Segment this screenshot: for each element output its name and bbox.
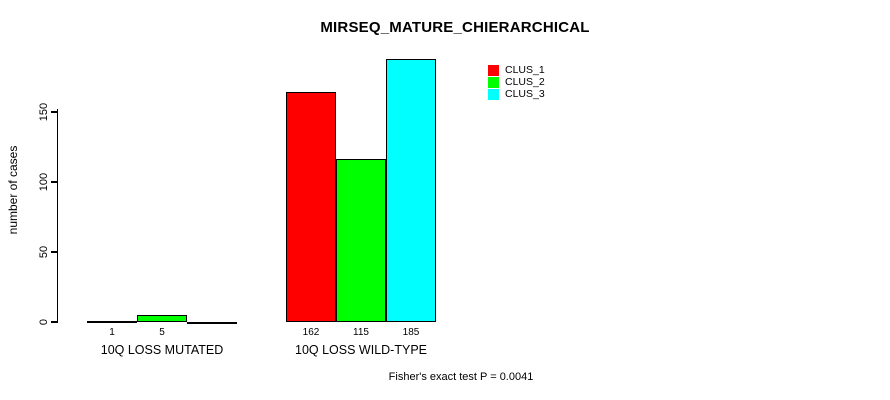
- legend: CLUS_1 CLUS_2 CLUS_3: [488, 64, 545, 100]
- legend-swatch-clus-2-icon: [488, 76, 499, 88]
- fisher-test-annotation: Fisher's exact test P = 0.0041: [388, 371, 534, 383]
- y-tick-label: 150: [38, 102, 50, 122]
- y-tick-mark: [50, 181, 58, 183]
- bar-value-label: 5: [159, 327, 165, 338]
- bar-clus_2-group-1: [137, 314, 187, 322]
- x-group-label: 10Q LOSS MUTATED: [100, 343, 224, 357]
- y-axis-label: number of cases: [6, 145, 20, 235]
- y-tick-label: 0: [38, 318, 50, 326]
- x-group-label: 10Q LOSS WILD-TYPE: [295, 343, 427, 357]
- legend-item-clus-1: CLUS_1: [488, 64, 545, 76]
- legend-label-clus-2: CLUS_2: [505, 76, 545, 88]
- bar-clus_1-group-1: [87, 320, 137, 323]
- legend-item-clus-2: CLUS_2: [488, 76, 545, 88]
- y-axis-line: [56, 109, 58, 323]
- y-tick-mark: [50, 251, 58, 253]
- legend-swatch-clus-3-icon: [488, 88, 499, 100]
- legend-item-clus-3: CLUS_3: [488, 88, 545, 100]
- y-tick-mark: [50, 321, 58, 323]
- legend-label-clus-1: CLUS_1: [505, 64, 545, 76]
- y-tick-label: 50: [38, 245, 50, 259]
- bar-value-label: 162: [302, 327, 320, 338]
- bar-clus_1-group-2: [286, 91, 336, 322]
- y-tick-mark: [50, 111, 58, 113]
- bar-clus_3-group-1: [187, 322, 237, 324]
- bar-value-label: 185: [402, 327, 420, 338]
- bar-value-label: 1: [109, 327, 115, 338]
- legend-label-clus-3: CLUS_3: [505, 88, 545, 100]
- bar-clus_2-group-2: [336, 158, 386, 322]
- y-tick-label: 100: [38, 172, 50, 192]
- legend-swatch-clus-1-icon: [488, 64, 499, 76]
- chart-title: MIRSEQ_MATURE_CHIERARCHICAL: [320, 19, 590, 36]
- bar-value-label: 115: [353, 327, 369, 338]
- bar-clus_3-group-2: [386, 59, 436, 322]
